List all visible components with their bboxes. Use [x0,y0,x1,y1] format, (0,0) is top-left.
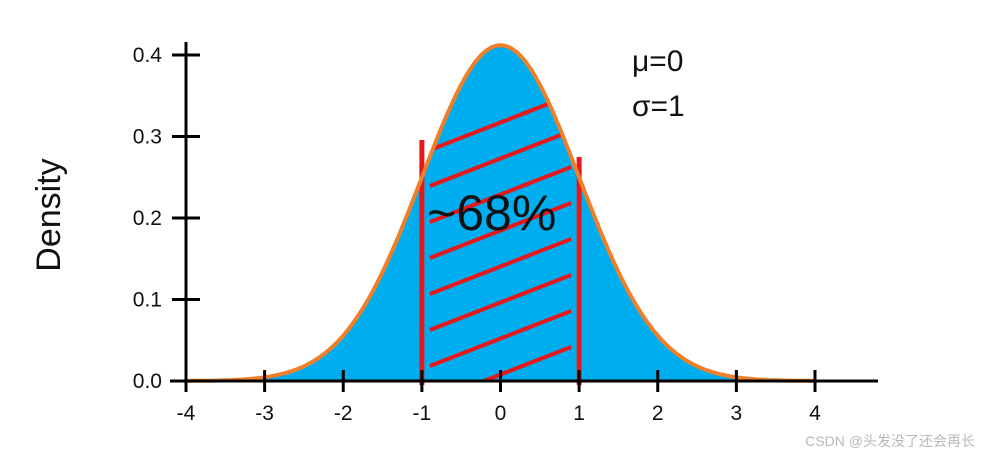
x-tick-label: -3 [255,402,274,425]
x-tick-label: 4 [809,402,821,425]
hatch-line [429,309,572,368]
hatch-line [429,165,572,224]
hatch-line [429,273,572,332]
shaded-percent-label: ~68% [427,185,556,241]
mu-label: μ=0 [632,45,684,78]
watermark: CSDN @头发没了还会再长 [805,433,975,449]
hatch-line [429,201,572,260]
y-tick-label: 0.4 [133,44,163,67]
density-area [186,45,815,381]
x-tick-label: -2 [334,402,353,425]
y-ticks: 0.0 0.1 0.2 0.3 0.4 [133,44,200,393]
x-tick-label: 3 [731,402,743,425]
hatch-line [429,129,572,188]
x-tick-label: 2 [652,402,664,425]
y-tick-label: 0.1 [133,289,162,312]
hatch-line [429,237,572,296]
x-tick-label: -4 [177,402,196,425]
y-axis-label: Density [30,158,68,271]
x-tick-label: 0 [495,402,507,425]
y-tick-label: 0.3 [133,126,162,149]
sigma-label: σ=1 [632,90,685,123]
density-curve [186,43,815,383]
y-tick-label: 0.0 [133,370,162,393]
y-tick-label: 0.2 [133,207,162,230]
x-ticks: -4 -3 -2 -1 0 1 2 3 4 [177,370,821,425]
x-tick-label: 1 [573,402,585,425]
x-tick-label: -1 [413,402,432,425]
